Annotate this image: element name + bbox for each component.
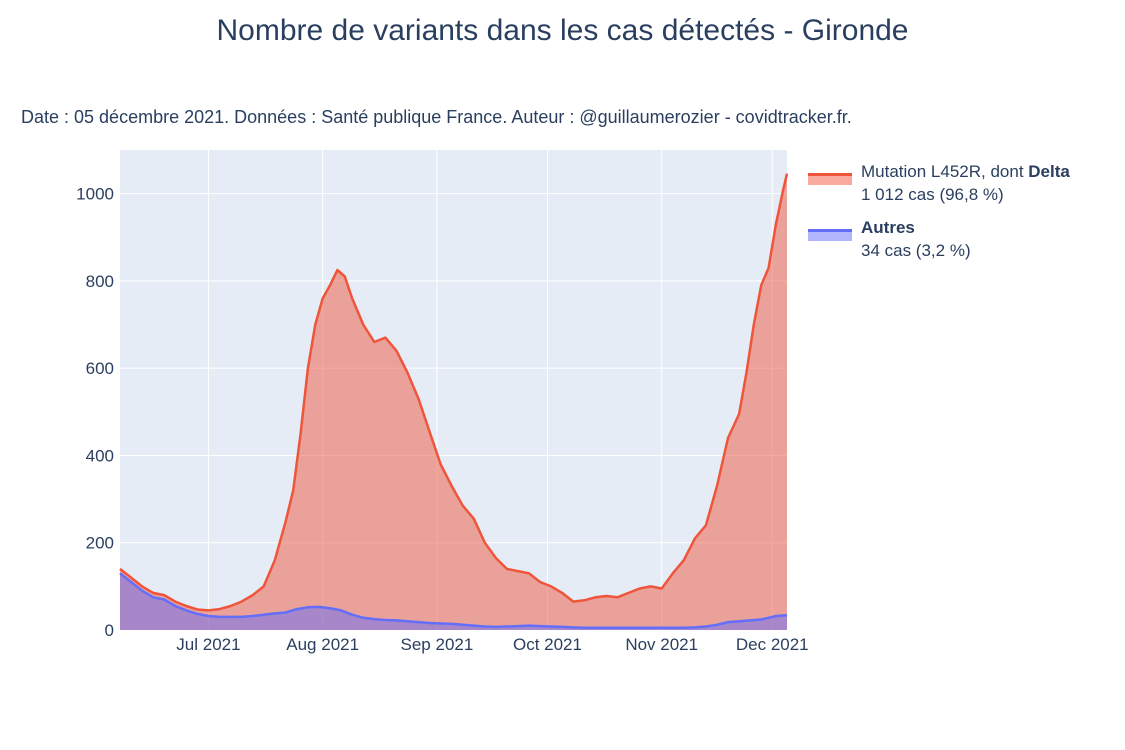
chart-subtitle: Date : 05 décembre 2021. Données : Santé… <box>21 107 852 127</box>
chart-title: Nombre de variants dans les cas détectés… <box>216 14 909 47</box>
series-line-autres <box>119 572 788 630</box>
legend: Mutation L452R, dont Delta 1 012 cas (96… <box>808 160 1070 272</box>
x-tick-label: Oct 2021 <box>513 635 582 654</box>
x-tick-label: Dec 2021 <box>736 635 809 654</box>
x-tick-label: Aug 2021 <box>286 635 359 654</box>
legend-detail-delta: 1 012 cas (96,8 %) <box>861 185 1004 204</box>
series-area-delta <box>120 173 787 630</box>
legend-label-delta-plain: Mutation L452R, dont <box>861 162 1029 181</box>
series-area-autres <box>120 573 787 630</box>
x-tick-label: Jul 2021 <box>176 635 240 654</box>
series-line-delta <box>119 173 789 612</box>
legend-label-delta-bold: Delta <box>1028 162 1070 181</box>
y-tick-label: 0 <box>105 621 114 640</box>
legend-label-autres: Autres <box>861 218 915 237</box>
y-tick-label: 1000 <box>76 185 114 204</box>
legend-swatch-autres <box>808 229 852 241</box>
legend-item-delta[interactable]: Mutation L452R, dont Delta 1 012 cas (96… <box>808 160 1070 206</box>
y-tick-label: 400 <box>86 446 114 465</box>
x-tick-label: Sep 2021 <box>401 635 474 654</box>
y-tick-label: 800 <box>86 272 114 291</box>
legend-swatch-delta <box>808 173 852 185</box>
y-tick-label: 200 <box>86 534 114 553</box>
legend-detail-autres: 34 cas (3,2 %) <box>861 241 971 260</box>
legend-item-autres[interactable]: Autres 34 cas (3,2 %) <box>808 216 1070 262</box>
x-tick-label: Nov 2021 <box>625 635 698 654</box>
y-tick-label: 600 <box>86 359 114 378</box>
